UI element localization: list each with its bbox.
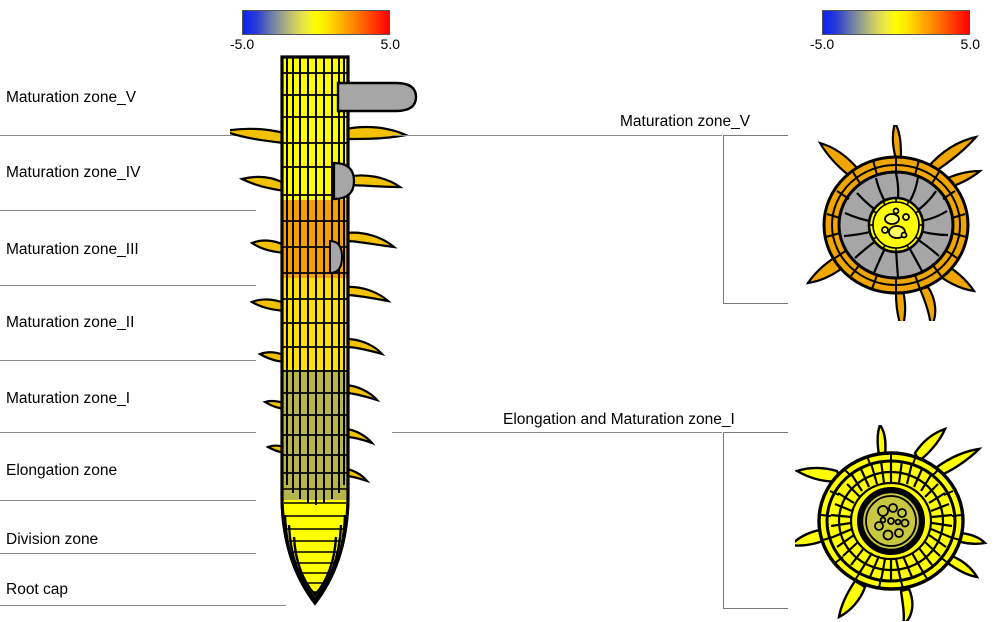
longitudinal-root <box>230 55 418 606</box>
zone-label-maturation-iv: Maturation zone_IV <box>6 164 141 181</box>
bracket-upper-stem <box>723 135 724 303</box>
left-colorbar-ticks: -5.0 5.0 <box>230 36 400 54</box>
zone-label-elongation: Elongation zone <box>6 462 118 479</box>
zone-separator-right-2 <box>392 432 722 433</box>
cross-section-caption-lower: Elongation and Maturation zone_I <box>503 411 735 428</box>
upper-xs-xylem-vessels <box>881 207 910 239</box>
emerged-lateral-root <box>336 81 418 113</box>
zone-separator-left-6 <box>0 500 256 501</box>
right-colorbar: -5.0 5.0 <box>810 10 980 54</box>
upper-xs-epidermal-cells <box>825 157 967 293</box>
zone-separator-left-8 <box>0 605 286 606</box>
zone-label-root-cap: Root cap <box>6 581 69 598</box>
right-colorbar-ticks: -5.0 5.0 <box>810 36 980 54</box>
upper-xs-stele <box>867 196 925 254</box>
early-primordium <box>329 239 344 275</box>
lower-cross-section <box>795 425 988 621</box>
upper-xs-stele-cells <box>869 198 923 252</box>
left-colorbar-min-label: -5.0 <box>230 36 255 52</box>
right-colorbar-max-label: 5.0 <box>960 36 980 52</box>
root-hairs-left <box>230 127 286 455</box>
zone-label-maturation-v: Maturation zone_V <box>6 89 137 106</box>
left-colorbar-max-label: 5.0 <box>380 36 400 52</box>
upper-cross-section <box>805 125 984 321</box>
bracket-upper-top <box>723 135 788 136</box>
root-tissue-zones <box>282 57 348 603</box>
zone-label-maturation-ii: Maturation zone_II <box>6 314 135 331</box>
right-colorbar-gradient <box>822 10 970 35</box>
lower-xs-vascular-elements <box>874 503 910 541</box>
mid-stage-primordium <box>332 161 356 201</box>
zone-label-division: Division zone <box>6 531 99 548</box>
zone-separator-left-2 <box>0 210 256 211</box>
zone-label-maturation-i: Maturation zone_I <box>6 390 131 407</box>
bracket-lower-stem <box>723 432 724 608</box>
zone-separator-left-7 <box>0 553 256 554</box>
zone-separator-left-5 <box>0 432 256 433</box>
left-colorbar-gradient <box>242 10 390 35</box>
cross-section-caption-upper: Maturation zone_V <box>620 113 751 130</box>
bracket-upper-bottom <box>723 303 788 304</box>
zone-separator-left-1 <box>0 135 256 136</box>
cell-file-lines <box>286 57 345 505</box>
zone-separator-left-4 <box>0 360 256 361</box>
upper-xs-root-hairs <box>805 125 984 321</box>
right-colorbar-min-label: -5.0 <box>810 36 835 52</box>
left-colorbar: -5.0 5.0 <box>230 10 400 54</box>
lower-xs-stele-cells <box>865 495 917 547</box>
root-body-outline <box>280 55 350 606</box>
lower-xs-cortex-cells <box>830 459 953 582</box>
bracket-lower-top <box>723 432 788 433</box>
zone-separator-right-1 <box>392 135 722 136</box>
zone-label-maturation-iii: Maturation zone_III <box>6 241 139 258</box>
zone-separator-left-3 <box>0 285 256 286</box>
bracket-lower-bottom <box>723 608 788 609</box>
